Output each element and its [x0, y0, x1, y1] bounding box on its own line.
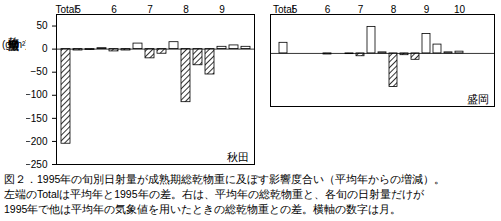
svg-text:7: 7 [358, 4, 364, 15]
html-text:図２．1995年の旬別日射量が成熟期総乾物重に及ぼす影響度合: 図２．1995年の旬別日射量が成熟期総乾物重に及ぼす影響度合い（平均年からの増減… [4, 173, 446, 185]
svg-text:−200: −200 [26, 136, 48, 147]
svg-text:Total: Total [55, 4, 76, 15]
svg-text:秋田: 秋田 [227, 151, 249, 163]
svg-text:8: 8 [183, 4, 189, 15]
svg-text:9: 9 [219, 4, 225, 15]
svg-text:6: 6 [111, 4, 117, 15]
svg-text:盛岡: 盛岡 [467, 93, 489, 105]
svg-text:5: 5 [292, 4, 298, 15]
svg-text:5: 5 [75, 4, 81, 15]
svg-text:8: 8 [391, 4, 397, 15]
html-text:乾物増減量: 乾物増減量 [8, 28, 20, 33]
html-text:(g/m²): (g/m²) [2, 39, 29, 50]
svg-text:−100: −100 [26, 89, 48, 100]
svg-text:0: 0 [42, 43, 48, 54]
svg-text:9: 9 [424, 4, 430, 15]
svg-text:10: 10 [454, 4, 466, 15]
svg-text:6: 6 [325, 4, 331, 15]
svg-text:−150: −150 [26, 113, 48, 124]
html-text:1995年で他は平均年の気象値を用いたときの総乾物重との差。: 1995年で他は平均年の気象値を用いたときの総乾物重との差。横軸の数字は月。 [4, 203, 402, 215]
svg-text:50: 50 [36, 20, 48, 31]
svg-text:Total: Total [272, 3, 295, 15]
svg-text:−250: −250 [26, 159, 48, 170]
svg-text:7: 7 [147, 4, 153, 15]
svg-text:−50: −50 [31, 66, 48, 77]
html-text:左端のTotalは平均年と1995年の差。右は、平均年の総乾: 左端のTotalは平均年と1995年の差。右は、平均年の総乾物重と、各旬の日射量… [4, 188, 424, 200]
